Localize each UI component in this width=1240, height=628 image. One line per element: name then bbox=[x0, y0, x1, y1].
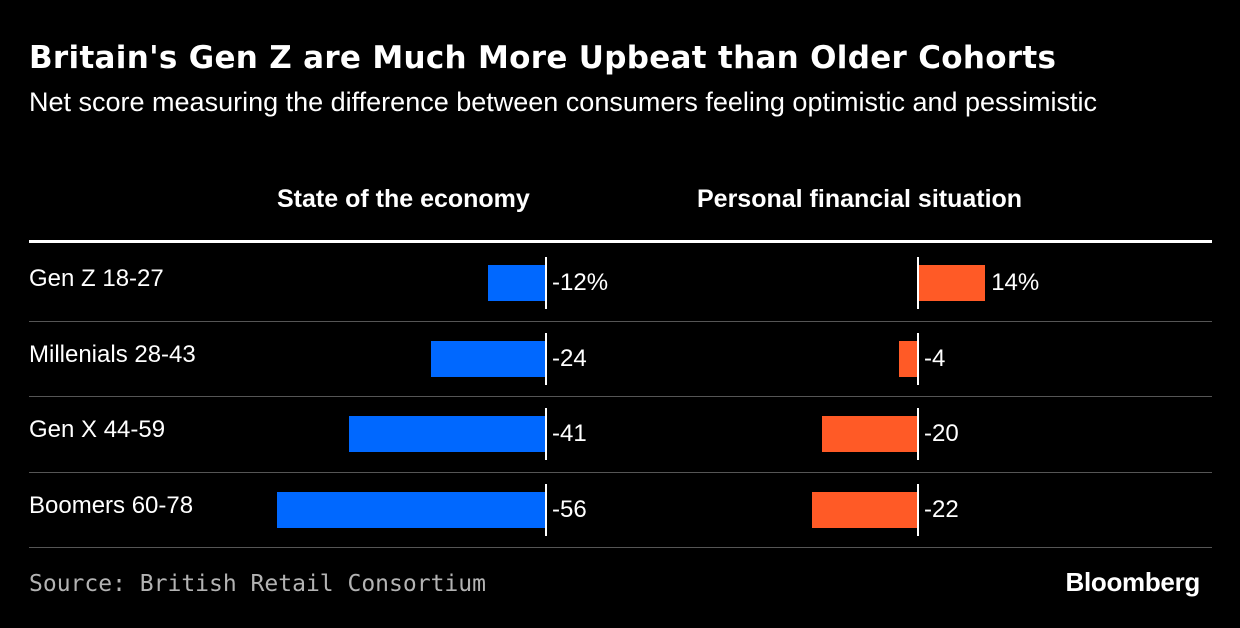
column-header-economy: State of the economy bbox=[277, 185, 530, 213]
bar-economy bbox=[488, 265, 546, 301]
zero-baseline bbox=[545, 257, 547, 309]
column-header-personal: Personal financial situation bbox=[697, 185, 1023, 213]
row-label: Millenials 28-43 bbox=[29, 340, 196, 368]
source-note: Source: British Retail Consortium bbox=[29, 571, 486, 597]
row-divider bbox=[29, 320, 1212, 322]
header-rule bbox=[29, 240, 1212, 243]
value-label: -56 bbox=[552, 495, 587, 523]
value-label: 14% bbox=[991, 269, 1040, 296]
bar-economy bbox=[277, 491, 546, 528]
row-label: Gen X 44-59 bbox=[29, 416, 166, 443]
bar-personal bbox=[812, 491, 918, 528]
zero-baseline bbox=[545, 408, 547, 460]
zero-baseline bbox=[917, 483, 919, 536]
value-label: -22 bbox=[924, 495, 959, 523]
row-divider bbox=[29, 471, 1212, 473]
bloomberg-logo: Bloomberg bbox=[1065, 567, 1200, 597]
bar-economy bbox=[430, 340, 546, 377]
row-label: Boomers 60-78 bbox=[29, 491, 194, 519]
zero-baseline bbox=[917, 257, 919, 309]
value-label: -41 bbox=[552, 420, 587, 447]
value-label: -24 bbox=[552, 344, 587, 372]
zero-baseline bbox=[917, 332, 919, 385]
value-label: -20 bbox=[924, 420, 959, 447]
bar-personal bbox=[898, 340, 918, 377]
row-divider bbox=[29, 396, 1212, 397]
chart-title: Britain's Gen Z are Much More Upbeat tha… bbox=[29, 40, 1057, 76]
bar-personal bbox=[918, 265, 986, 301]
chart-subtitle: Net score measuring the difference betwe… bbox=[29, 87, 1098, 117]
value-label: -12% bbox=[552, 269, 609, 296]
bar-economy bbox=[349, 416, 546, 452]
row-divider bbox=[29, 547, 1212, 548]
zero-baseline bbox=[917, 408, 919, 460]
value-label: -4 bbox=[924, 344, 946, 372]
zero-baseline bbox=[545, 483, 547, 536]
zero-baseline bbox=[545, 332, 547, 385]
row-label: Gen Z 18-27 bbox=[29, 265, 164, 292]
bar-personal bbox=[822, 416, 918, 452]
